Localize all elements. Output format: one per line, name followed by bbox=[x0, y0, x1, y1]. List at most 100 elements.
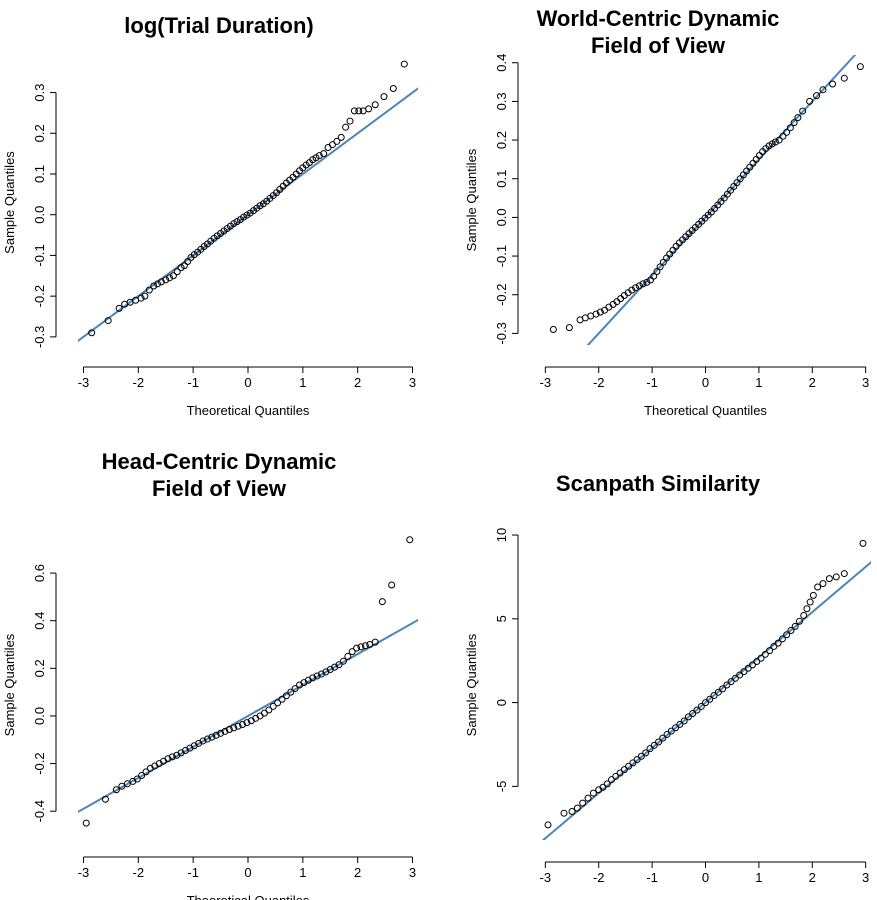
data-point bbox=[719, 685, 727, 693]
data-point bbox=[150, 282, 158, 290]
data-point bbox=[786, 124, 794, 132]
y-tick-label: -0.3 bbox=[32, 326, 47, 348]
data-point bbox=[573, 804, 581, 812]
data-point bbox=[676, 720, 684, 728]
data-point bbox=[309, 674, 317, 682]
x-tick-label: -1 bbox=[646, 870, 658, 885]
data-point bbox=[650, 741, 658, 749]
chart-title: log(Trial Duration) bbox=[0, 12, 438, 39]
x-tick-label: 1 bbox=[299, 865, 306, 880]
data-point bbox=[778, 635, 786, 643]
data-point bbox=[164, 755, 172, 763]
data-point bbox=[208, 733, 216, 741]
x-tick-label: 1 bbox=[755, 870, 762, 885]
x-tick-label: -2 bbox=[593, 375, 605, 390]
x-axis: -3 -2 -1 0 1 2 3 bbox=[78, 366, 416, 390]
x-tick-label: 0 bbox=[244, 375, 251, 390]
data-point bbox=[766, 647, 774, 655]
data-point bbox=[706, 695, 714, 703]
x-tick-label: -1 bbox=[187, 375, 199, 390]
data-point bbox=[104, 317, 112, 325]
data-point bbox=[353, 644, 361, 652]
chart-title-line: Field of View bbox=[151, 476, 287, 501]
data-point bbox=[791, 622, 799, 630]
data-point bbox=[212, 731, 220, 739]
x-tick-label: 3 bbox=[409, 375, 416, 390]
data-point bbox=[612, 772, 620, 780]
data-point bbox=[199, 737, 207, 745]
y-tick-label: 0.1 bbox=[32, 165, 47, 183]
plot-area bbox=[541, 539, 871, 840]
y-tick-label: -0.3 bbox=[494, 322, 509, 344]
data-point bbox=[287, 688, 295, 696]
data-point bbox=[859, 539, 867, 547]
data-point bbox=[234, 722, 242, 730]
data-point bbox=[260, 709, 268, 717]
qq-plot-head-centric-fov: Head-Centric Dynamic Field of View -3 -2 -1 0… bbox=[0, 449, 438, 900]
y-tick-label: 5 bbox=[494, 615, 509, 622]
data-point bbox=[672, 724, 680, 732]
qq-plot-scanpath-similarity: Scanpath Similarity -3 -2 -1 0 1 2 3 Theoretical… bbox=[439, 450, 877, 900]
data-point bbox=[584, 794, 592, 802]
data-point bbox=[274, 699, 282, 707]
data-point bbox=[389, 85, 397, 92]
data-point bbox=[795, 617, 803, 625]
data-point bbox=[599, 783, 607, 791]
y-tick-label: 0.2 bbox=[32, 124, 47, 142]
data-point bbox=[137, 294, 145, 302]
data-point bbox=[790, 119, 798, 127]
qq-plot-svg: -3 -2 -1 0 1 2 3 Theoretical Quantiles -5 0 5 10 Sam… bbox=[464, 528, 871, 900]
data-point bbox=[565, 324, 573, 332]
x-tick-label: 3 bbox=[862, 375, 869, 390]
data-point bbox=[560, 809, 568, 817]
data-point bbox=[138, 771, 146, 779]
y-tick-label: -0.2 bbox=[32, 285, 47, 307]
data-point bbox=[320, 150, 328, 158]
data-point bbox=[596, 308, 604, 316]
data-point bbox=[774, 639, 782, 647]
x-tick-label: -3 bbox=[540, 375, 552, 390]
data-point bbox=[162, 276, 170, 284]
x-axis-label: Theoretical Quantiles bbox=[187, 893, 310, 900]
data-point bbox=[313, 672, 321, 680]
data-point bbox=[145, 286, 153, 294]
data-point bbox=[643, 278, 651, 286]
x-tick-label: 2 bbox=[809, 870, 816, 885]
data-point bbox=[856, 63, 864, 71]
plot-area bbox=[78, 536, 418, 827]
x-tick-label: 2 bbox=[354, 375, 361, 390]
data-point bbox=[770, 642, 778, 650]
y-tick-label: 0.0 bbox=[494, 208, 509, 226]
data-point bbox=[748, 661, 756, 669]
x-tick-label: -2 bbox=[593, 870, 605, 885]
x-tick-label: 2 bbox=[354, 865, 361, 880]
data-point bbox=[337, 133, 345, 141]
data-point bbox=[819, 580, 827, 588]
data-point bbox=[771, 138, 779, 146]
data-point bbox=[203, 735, 211, 743]
y-tick-label: 0.4 bbox=[494, 54, 509, 72]
data-point bbox=[344, 652, 352, 660]
data-point bbox=[278, 695, 286, 703]
data-point bbox=[806, 97, 814, 105]
data-point bbox=[803, 605, 811, 613]
data-point bbox=[243, 719, 251, 727]
x-tick-label: -3 bbox=[78, 375, 90, 390]
data-point bbox=[348, 648, 356, 656]
x-tick-label: 1 bbox=[755, 375, 762, 390]
data-point bbox=[166, 274, 174, 282]
data-point bbox=[761, 650, 769, 658]
y-tick-label: 0.2 bbox=[32, 659, 47, 677]
x-tick-label: -2 bbox=[133, 375, 145, 390]
data-point bbox=[365, 105, 373, 113]
y-axis: -0.3 -0.2 -0.1 0.0 0.1 0.2 0.3 bbox=[32, 84, 57, 348]
data-point bbox=[625, 762, 633, 770]
y-axis-label: Sample Quantiles bbox=[2, 633, 17, 736]
data-point bbox=[639, 280, 647, 288]
data-point bbox=[710, 692, 718, 700]
data-point bbox=[568, 808, 576, 816]
data-point bbox=[809, 591, 817, 599]
data-point bbox=[112, 786, 120, 794]
data-point bbox=[291, 685, 299, 693]
y-tick-label: 0.4 bbox=[32, 612, 47, 630]
